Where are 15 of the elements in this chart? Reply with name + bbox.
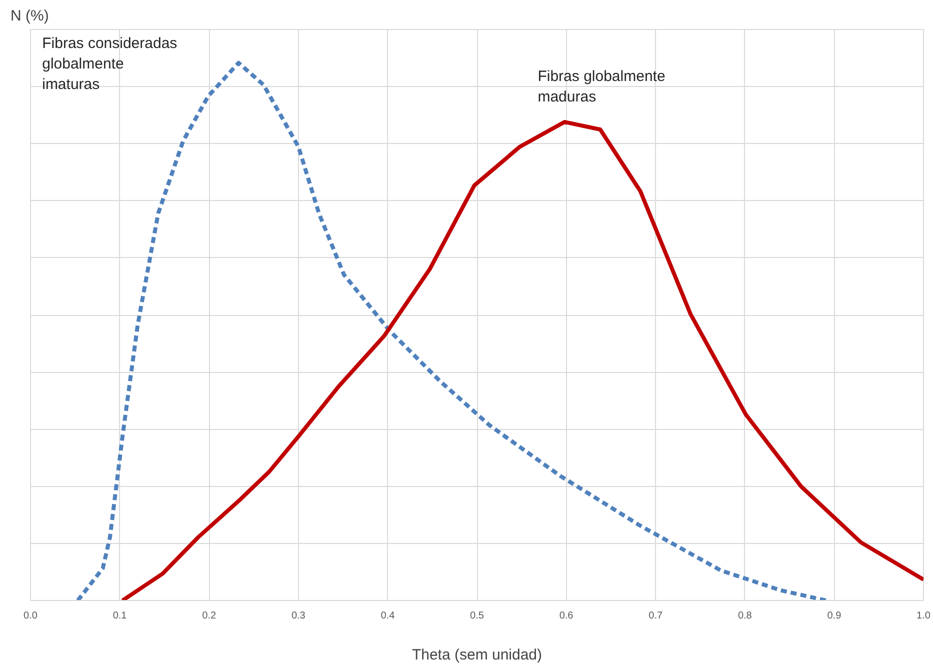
x-tick-label: 0.0 xyxy=(24,610,38,622)
series-label: Fibras consideradas globalmente imaturas xyxy=(42,35,178,94)
x-tick-label: 0.7 xyxy=(648,610,663,622)
x-tick-label: 0.3 xyxy=(291,610,306,622)
x-tick-label: 0.6 xyxy=(559,610,574,622)
x-tick-label: 0.4 xyxy=(380,610,396,622)
x-tick-label: 0.5 xyxy=(470,610,484,622)
x-tick-label: 0.2 xyxy=(202,610,216,622)
x-tick-label: 0.9 xyxy=(827,610,842,622)
x-tick-label: 0.1 xyxy=(112,610,128,622)
y-axis-title: N (%) xyxy=(10,8,49,24)
x-tick-label: 1.0 xyxy=(916,610,931,622)
x-tick-label: 0.8 xyxy=(738,610,752,622)
x-axis-title: Theta (sem unidad) xyxy=(412,646,542,664)
series-label: Fibras globalmente maduras xyxy=(538,68,666,106)
